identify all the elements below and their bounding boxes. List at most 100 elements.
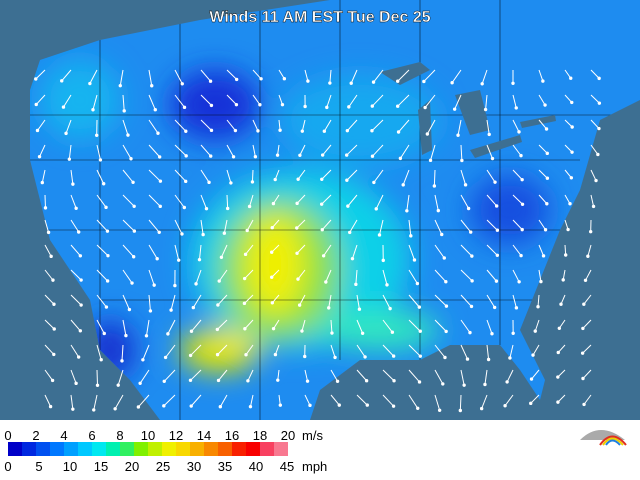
wind-arrow [70, 319, 81, 332]
color-swatch [106, 442, 120, 456]
arrow-head [222, 231, 227, 235]
arrow-head [462, 383, 466, 387]
wind-arrow [198, 244, 202, 260]
wind-arrow [138, 394, 150, 408]
arrow-head [35, 128, 40, 133]
arrow-head [71, 182, 75, 186]
wind-arrow [486, 294, 496, 308]
arrow-head [583, 278, 588, 283]
wind-arrow [460, 369, 465, 386]
arrow-head [296, 177, 300, 181]
wind-arrow [148, 294, 151, 311]
wind-arrow [163, 394, 176, 407]
arrow-head [519, 253, 523, 258]
arrow-head [106, 253, 110, 258]
arrow-head [545, 151, 549, 156]
arrow-head [130, 281, 134, 285]
arrow-head [156, 131, 160, 135]
wind-arrow [226, 169, 232, 184]
arrow-head [169, 308, 173, 312]
arrow-head [541, 254, 546, 258]
arrow-head [234, 77, 239, 82]
arrow-head [392, 379, 396, 383]
wind-arrow [459, 394, 462, 411]
wind-arrow [534, 319, 540, 332]
arrow-head [529, 377, 534, 381]
wind-arrow [590, 169, 597, 181]
wind-arrow [44, 319, 55, 330]
wind-arrow [325, 269, 332, 283]
arrow-head [71, 407, 75, 411]
wind-arrow [486, 119, 490, 135]
wind-arrow [148, 69, 153, 86]
wind-arrow [218, 269, 228, 282]
arrow-head [188, 353, 193, 358]
arrow-head [401, 183, 405, 187]
wind-arrow [408, 294, 420, 308]
wind-arrow [200, 119, 212, 131]
wind-arrow [96, 344, 102, 360]
wind-arrow [35, 69, 46, 80]
arrow-head [218, 405, 223, 409]
arrow-head [486, 357, 491, 362]
arrow-head [520, 177, 524, 182]
map-title: Winds 11 AM EST Tue Dec 25 [209, 9, 430, 26]
arrow-head [64, 131, 68, 136]
arrow-head [98, 158, 103, 162]
wind-arrow [200, 169, 210, 183]
arrow-head [116, 383, 120, 387]
wind-arrow [323, 119, 332, 132]
arrow-head [582, 402, 586, 407]
mph-label: 45 [280, 459, 294, 474]
arrow-head [163, 355, 168, 360]
wind-arrow [96, 369, 99, 386]
wind-arrow [190, 344, 202, 356]
wind-arrow [96, 319, 105, 334]
wind-arrow [219, 394, 228, 407]
arrow-head [456, 133, 460, 137]
wind-arrow [356, 369, 367, 382]
wind-arrow [297, 269, 306, 280]
wind-arrow [96, 219, 108, 232]
color-swatch [22, 442, 36, 456]
wind-arrow [301, 119, 306, 132]
arrow-head [487, 132, 491, 137]
arrow-head [95, 383, 100, 387]
arrow-head [48, 404, 53, 409]
arrow-head [180, 82, 184, 86]
wind-arrow [244, 319, 254, 330]
arrow-head [443, 355, 447, 360]
mph-label: 25 [156, 459, 170, 474]
arrow-head [246, 379, 250, 383]
arrow-head [144, 334, 149, 338]
arrow-head [581, 326, 585, 331]
arrow-head [270, 275, 274, 279]
ms-label: 10 [141, 428, 155, 443]
arrow-head [335, 379, 340, 384]
arrow-head [570, 100, 574, 105]
wind-arrow [96, 144, 101, 161]
wind-arrow [200, 194, 207, 209]
wind-arrow [398, 119, 410, 133]
wind-arrow [460, 244, 473, 257]
mph-label: 20 [125, 459, 139, 474]
arrow-head [363, 355, 367, 359]
arrow-head [122, 109, 126, 113]
arrow-head [219, 255, 224, 259]
arrow-head [282, 77, 287, 81]
wind-arrow [321, 169, 332, 180]
arrow-head [303, 104, 307, 109]
wind-arrow [278, 69, 285, 79]
arrow-head [101, 182, 106, 186]
wind-arrow [271, 219, 280, 229]
arrow-head [596, 152, 600, 157]
arrow-head [76, 230, 81, 234]
arrow-head [305, 379, 310, 383]
color-scale [8, 442, 288, 456]
arrow-head [559, 302, 563, 306]
arrow-head [557, 326, 562, 330]
arrow-head [247, 204, 252, 209]
wind-arrow [190, 394, 202, 407]
wind-arrow [356, 394, 368, 406]
arrow-head [278, 403, 283, 407]
